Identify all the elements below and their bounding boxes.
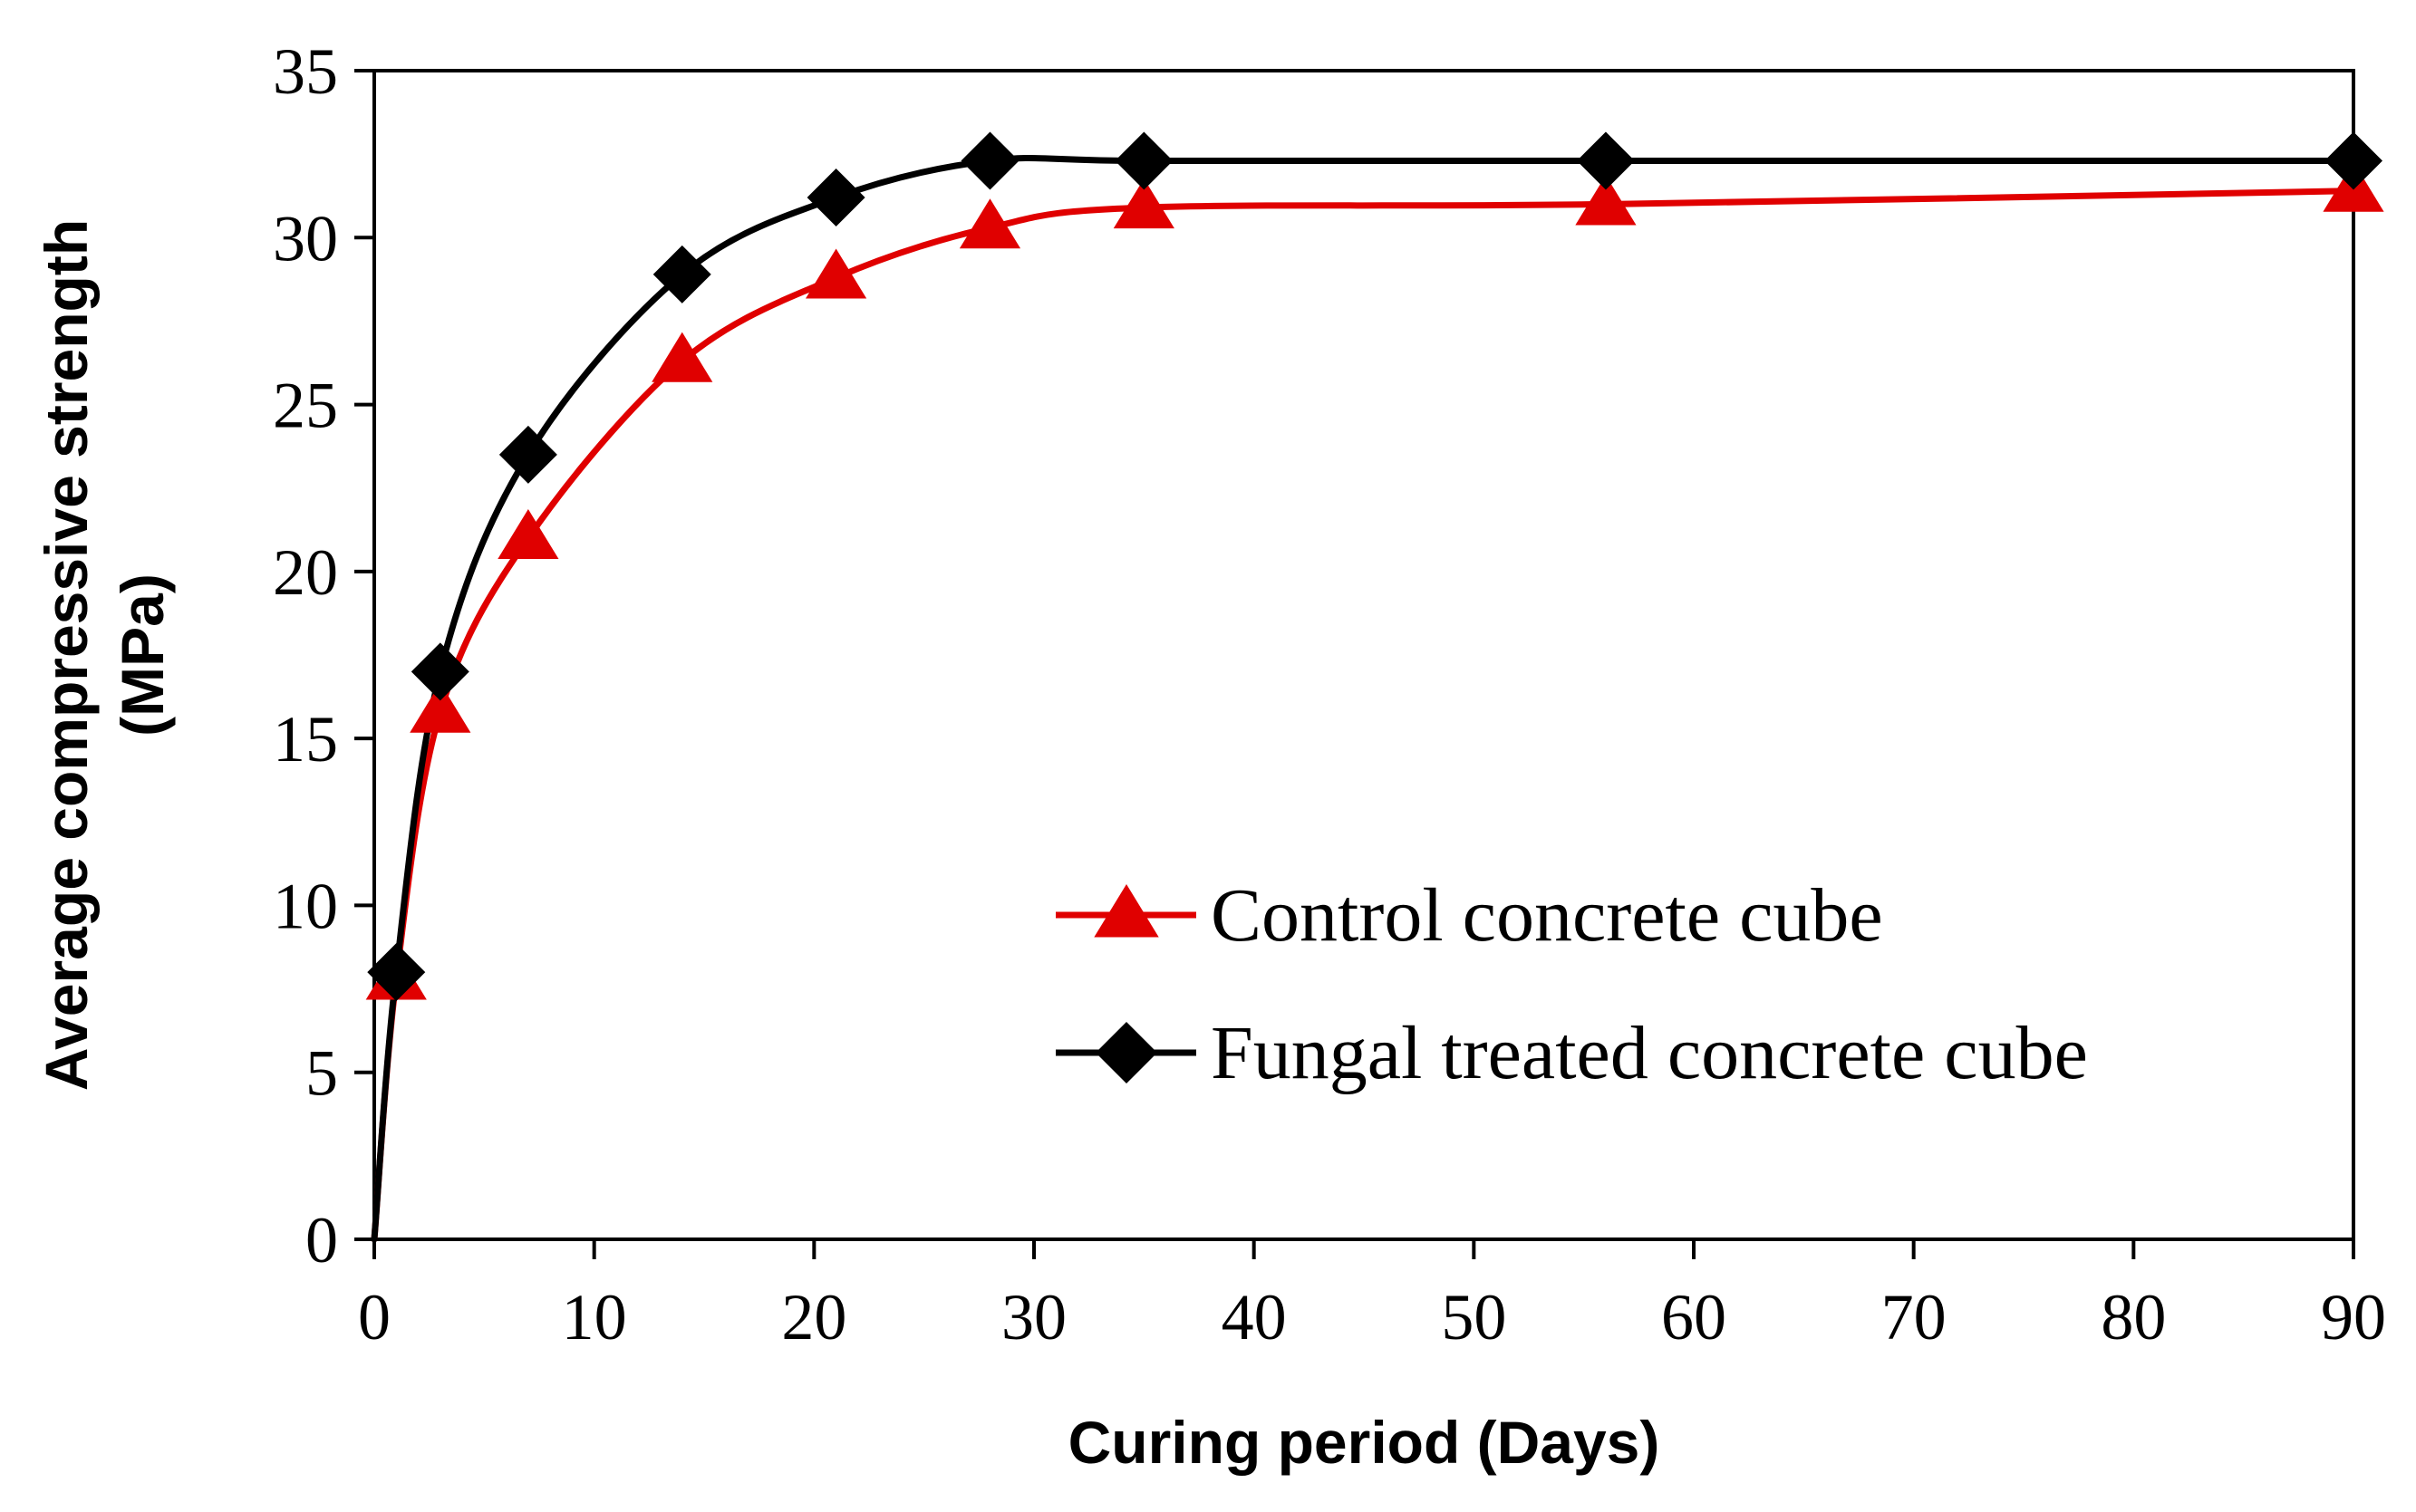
fungal-data-point bbox=[1115, 131, 1174, 190]
y-tick-label: 15 bbox=[273, 703, 338, 775]
plot-area-frame bbox=[372, 69, 2355, 1241]
x-tick-label: 50 bbox=[1441, 1281, 1506, 1353]
y-tick-label: 35 bbox=[273, 35, 338, 108]
control-data-point bbox=[1113, 178, 1174, 229]
control-data-point bbox=[410, 682, 471, 733]
fungal-data-point bbox=[807, 169, 865, 227]
x-tick-label: 70 bbox=[1881, 1281, 1947, 1353]
y-tick-label: 25 bbox=[273, 370, 338, 442]
legend-label-fungal: Fungal treated concrete cube bbox=[1211, 1011, 2088, 1095]
x-tick-label: 10 bbox=[562, 1281, 627, 1353]
x-axis-ticks: 0 10 20 30 40 50 60 70 80 90 bbox=[358, 1239, 2386, 1353]
fungal-data-point bbox=[411, 642, 469, 701]
fungal-data-point bbox=[2324, 131, 2382, 190]
legend: Control concrete cube Fungal treated conc… bbox=[1056, 873, 2088, 1095]
control-data-point bbox=[1575, 175, 1637, 226]
y-tick-label: 20 bbox=[273, 536, 338, 609]
legend-marker-fungal bbox=[1096, 1022, 1157, 1083]
fungal-data-point bbox=[367, 943, 426, 1002]
y-axis-title-line1: Average compressive strength bbox=[33, 219, 100, 1091]
x-tick-label: 30 bbox=[1001, 1281, 1067, 1353]
legend-label-control: Control concrete cube bbox=[1211, 873, 1883, 958]
x-tick-label: 20 bbox=[781, 1281, 846, 1353]
y-axis-ticks: 0 5 10 15 20 25 30 35 bbox=[273, 35, 374, 1276]
x-tick-label: 60 bbox=[1661, 1281, 1726, 1353]
series-markers bbox=[365, 131, 2384, 1002]
control-data-point bbox=[806, 248, 867, 299]
y-axis-title-line2: (MPa) bbox=[109, 573, 176, 737]
control-data-point bbox=[959, 198, 1021, 249]
control-data-point bbox=[652, 332, 713, 382]
fungal-data-point bbox=[498, 425, 557, 484]
y-tick-label: 30 bbox=[273, 202, 338, 274]
fungal-data-point bbox=[1576, 131, 1635, 190]
x-tick-label: 80 bbox=[2101, 1281, 2166, 1353]
y-tick-label: 0 bbox=[305, 1204, 338, 1276]
x-tick-label: 40 bbox=[1222, 1281, 1287, 1353]
control-data-point bbox=[498, 509, 559, 560]
x-tick-label: 90 bbox=[2321, 1281, 2386, 1353]
x-tick-label: 0 bbox=[358, 1281, 391, 1353]
y-tick-label: 10 bbox=[273, 870, 338, 942]
fungal-data-point bbox=[961, 131, 1020, 190]
fungal-data-point bbox=[652, 245, 711, 303]
y-tick-label: 5 bbox=[305, 1037, 338, 1110]
legend-marker-control bbox=[1094, 884, 1159, 938]
x-axis-title: Curing period (Days) bbox=[1068, 1409, 1660, 1476]
